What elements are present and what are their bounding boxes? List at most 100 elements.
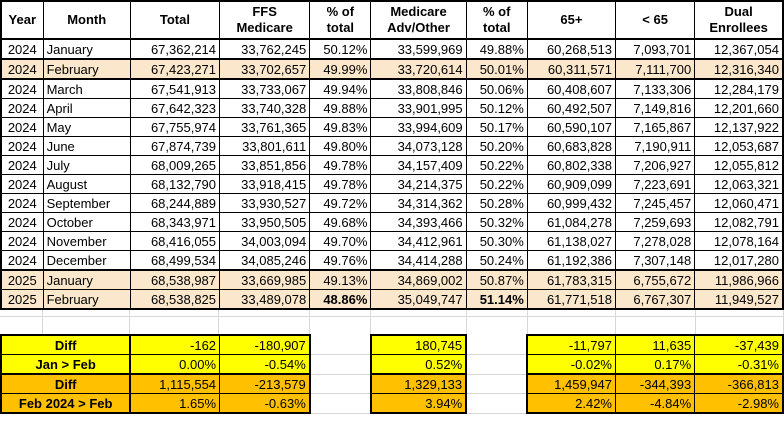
column-header-65-plus[interactable]: 65+ [526, 0, 617, 40]
cell-over65[interactable]: 60,999,432 [526, 193, 617, 213]
summary-cell-total[interactable]: 1.65% [129, 393, 221, 414]
summary-cell-ffs[interactable]: -0.63% [219, 393, 311, 414]
cell-adv[interactable]: 34,393,466 [370, 212, 467, 232]
cell-total[interactable]: 67,874,739 [129, 136, 221, 156]
cell-total[interactable]: 67,362,214 [129, 38, 221, 60]
cell-ffs-pct[interactable]: 49.88% [309, 98, 372, 118]
cell-over65[interactable]: 60,268,513 [526, 38, 617, 60]
cell-over65[interactable]: 60,909,099 [526, 174, 617, 194]
cell-month[interactable]: December [42, 250, 131, 271]
cell-adv-pct[interactable]: 50.32% [465, 212, 528, 232]
cell-over65[interactable]: 61,192,386 [526, 250, 617, 271]
cell-total[interactable]: 68,416,055 [129, 231, 221, 251]
cell-year[interactable]: 2024 [0, 231, 44, 251]
column-header-ffs-medicare[interactable]: FFS Medicare [219, 0, 311, 40]
cell-month[interactable]: November [42, 231, 131, 251]
cell-over65[interactable]: 60,311,571 [526, 58, 617, 80]
cell-dual[interactable]: 12,063,321 [694, 174, 784, 194]
cell-ffs-pct[interactable]: 49.76% [309, 250, 372, 271]
cell-year[interactable]: 2024 [0, 174, 44, 194]
cell-dual[interactable]: 12,284,179 [694, 78, 784, 99]
cell-over65[interactable]: 61,138,027 [526, 231, 617, 251]
column-header-month[interactable]: Month [42, 0, 131, 40]
cell-adv[interactable]: 34,869,002 [370, 269, 467, 290]
cell-dual[interactable]: 11,986,966 [694, 269, 784, 290]
cell-adv-pct[interactable]: 50.24% [465, 250, 528, 271]
cell-adv[interactable]: 33,808,846 [370, 78, 467, 99]
cell-ffs[interactable]: 33,740,328 [219, 98, 311, 118]
cell-adv-pct[interactable]: 49.88% [465, 38, 528, 60]
column-header-under-65[interactable]: < 65 [615, 0, 696, 40]
cell-year[interactable]: 2024 [0, 58, 44, 80]
summary-cell-total[interactable]: -162 [129, 334, 221, 355]
cell-month[interactable]: June [42, 136, 131, 156]
summary-cell-total[interactable]: 0.00% [129, 354, 221, 375]
cell-year[interactable]: 2025 [0, 289, 44, 310]
cell-under65[interactable]: 7,223,691 [615, 174, 696, 194]
cell-dual[interactable]: 11,949,527 [694, 289, 784, 310]
summary-cell-adv[interactable]: 0.52% [369, 354, 468, 375]
cell-under65[interactable]: 7,093,701 [615, 38, 696, 60]
cell-month[interactable]: May [42, 117, 131, 137]
cell-adv-pct[interactable]: 50.28% [465, 193, 528, 213]
cell-adv[interactable]: 34,314,362 [370, 193, 467, 213]
summary-cell-adv[interactable]: 1,329,133 [369, 373, 468, 394]
cell-adv-pct[interactable]: 50.17% [465, 117, 528, 137]
cell-under65[interactable]: 7,111,700 [615, 58, 696, 80]
cell-over65[interactable]: 61,771,518 [526, 289, 617, 310]
cell-year[interactable]: 2024 [0, 117, 44, 137]
cell-adv-pct[interactable]: 50.22% [465, 174, 528, 194]
summary-cell-over65[interactable]: -0.02% [526, 354, 617, 375]
cell-month[interactable]: August [42, 174, 131, 194]
cell-dual[interactable]: 12,316,340 [694, 58, 784, 80]
cell-adv-pct[interactable]: 50.01% [465, 58, 528, 80]
cell-over65[interactable]: 60,408,607 [526, 78, 617, 99]
cell-ffs-pct[interactable]: 49.99% [309, 58, 372, 80]
cell-ffs[interactable]: 33,702,657 [219, 58, 311, 80]
column-header-dual-enrollees[interactable]: Dual Enrollees [694, 0, 784, 40]
cell-year[interactable]: 2025 [0, 269, 44, 290]
cell-over65[interactable]: 60,590,107 [526, 117, 617, 137]
cell-under65[interactable]: 7,133,306 [615, 78, 696, 99]
cell-month[interactable]: July [42, 155, 131, 175]
column-header-medicare-adv[interactable]: Medicare Adv/Other [370, 0, 467, 40]
cell-ffs-pct[interactable]: 49.78% [309, 174, 372, 194]
summary-cell-adv[interactable]: 180,745 [369, 334, 468, 355]
cell-ffs[interactable]: 33,489,078 [219, 289, 311, 310]
cell-dual[interactable]: 12,053,687 [694, 136, 784, 156]
cell-total[interactable]: 67,642,323 [129, 98, 221, 118]
cell-dual[interactable]: 12,082,791 [694, 212, 784, 232]
cell-ffs-pct[interactable]: 50.12% [309, 38, 372, 60]
cell-month[interactable]: February [42, 289, 131, 310]
cell-total[interactable]: 67,423,271 [129, 58, 221, 80]
cell-year[interactable]: 2024 [0, 38, 44, 60]
cell-year[interactable]: 2024 [0, 250, 44, 271]
summary-cell-over65[interactable]: 2.42% [526, 393, 617, 414]
cell-dual[interactable]: 12,367,054 [694, 38, 784, 60]
cell-adv[interactable]: 34,214,375 [370, 174, 467, 194]
cell-ffs-pct[interactable]: 49.94% [309, 78, 372, 99]
cell-under65[interactable]: 7,165,867 [615, 117, 696, 137]
cell-ffs[interactable]: 33,950,505 [219, 212, 311, 232]
cell-ffs-pct[interactable]: 49.70% [309, 231, 372, 251]
cell-ffs-pct[interactable]: 49.13% [309, 269, 372, 290]
cell-month[interactable]: September [42, 193, 131, 213]
cell-ffs[interactable]: 33,669,985 [219, 269, 311, 290]
cell-year[interactable]: 2024 [0, 136, 44, 156]
summary-cell-under65[interactable]: -4.84% [614, 393, 696, 414]
cell-adv[interactable]: 34,412,961 [370, 231, 467, 251]
cell-ffs-pct[interactable]: 49.72% [309, 193, 372, 213]
summary-cell-dual[interactable]: -0.31% [694, 354, 784, 375]
cell-adv[interactable]: 34,414,288 [370, 250, 467, 271]
cell-total[interactable]: 68,538,825 [129, 289, 221, 310]
cell-month[interactable]: January [42, 269, 131, 290]
cell-adv-pct[interactable]: 50.87% [465, 269, 528, 290]
column-header-adv-pct[interactable]: % of total [465, 0, 528, 40]
cell-under65[interactable]: 7,206,927 [615, 155, 696, 175]
column-header-ffs-pct[interactable]: % of total [309, 0, 372, 40]
cell-adv-pct[interactable]: 51.14% [465, 289, 528, 310]
cell-adv-pct[interactable]: 50.06% [465, 78, 528, 99]
cell-under65[interactable]: 6,755,672 [615, 269, 696, 290]
cell-adv-pct[interactable]: 50.12% [465, 98, 528, 118]
cell-under65[interactable]: 7,259,693 [615, 212, 696, 232]
